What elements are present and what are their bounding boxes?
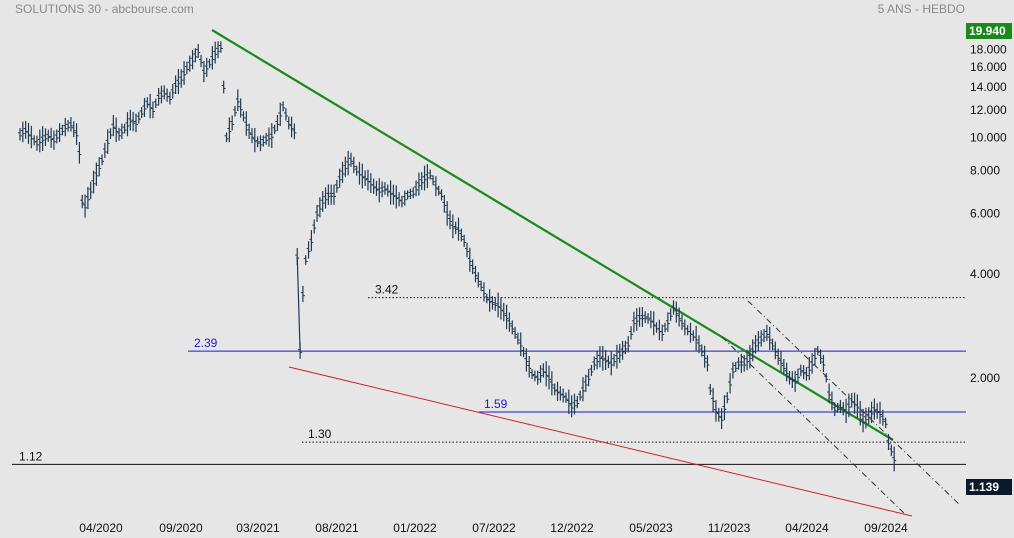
x-tick-label: 04/2020: [79, 521, 123, 535]
x-tick-label: 09/2020: [159, 521, 203, 535]
x-tick-label: 09/2024: [864, 521, 908, 535]
x-tick-label: 08/2021: [315, 521, 359, 535]
high-price-badge: 19.940: [966, 23, 1012, 39]
chart-title: SOLUTIONS 30 - abcbourse.com: [15, 2, 194, 16]
y-tick-label: 18.000: [970, 42, 1007, 56]
level-label: 3.42: [375, 283, 399, 297]
resistance-trendline: [211, 29, 894, 441]
support-trendline: [288, 366, 913, 517]
y-tick-label: 6.000: [970, 207, 1000, 221]
last-price-badge: 1.139: [966, 479, 1012, 495]
y-tick-label: 8.000: [970, 164, 1000, 178]
channel-lower-line: [721, 336, 907, 516]
x-tick-label: 07/2022: [472, 521, 516, 535]
y-tick-label: 2.000: [970, 371, 1000, 385]
x-tick-label: 04/2024: [785, 521, 829, 535]
y-tick-label: 4.000: [970, 267, 1000, 281]
level-label: 1.59: [484, 397, 508, 411]
level-label: 1.30: [308, 427, 332, 441]
y-tick-label: 12.000: [970, 103, 1007, 117]
x-tick-label: 01/2022: [393, 521, 437, 535]
x-tick-label: 11/2023: [708, 521, 751, 535]
x-tick-label: 03/2021: [236, 521, 280, 535]
price-bar: [296, 256, 301, 352]
x-tick-label: 12/2022: [550, 521, 594, 535]
chart-period: 5 ANS - HEBDO: [877, 2, 965, 16]
x-tick-label: 05/2023: [629, 521, 673, 535]
level-label: 1.12: [19, 449, 43, 463]
y-tick-label: 14.000: [970, 80, 1007, 94]
y-tick-label: 16.000: [970, 60, 1007, 74]
level-label: 2.39: [194, 336, 218, 350]
y-tick-label: 10.000: [970, 130, 1007, 144]
